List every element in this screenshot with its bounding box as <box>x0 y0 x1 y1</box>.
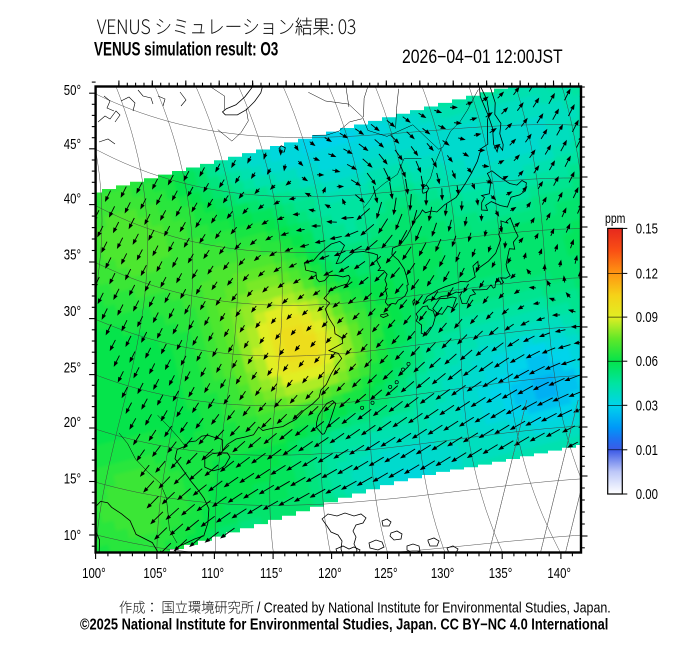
svg-text:0.01: 0.01 <box>636 441 658 458</box>
svg-text:45°: 45° <box>64 136 81 153</box>
svg-text:125°: 125° <box>374 565 398 582</box>
svg-text:140°: 140° <box>547 565 571 582</box>
svg-text:0.09: 0.09 <box>636 309 658 326</box>
svg-text:0.06: 0.06 <box>636 353 658 370</box>
svg-text:0.00: 0.00 <box>636 486 658 503</box>
svg-text:115°: 115° <box>260 565 283 582</box>
svg-text:10°: 10° <box>64 527 81 544</box>
svg-text:110°: 110° <box>201 565 224 582</box>
svg-text:0.15: 0.15 <box>636 220 658 237</box>
svg-text:105°: 105° <box>143 565 167 582</box>
svg-text:30°: 30° <box>64 302 81 319</box>
svg-text:15°: 15° <box>64 470 81 487</box>
svg-text:100°: 100° <box>82 565 106 582</box>
svg-text:135°: 135° <box>489 565 513 582</box>
svg-text:35°: 35° <box>64 246 81 263</box>
svg-text:ppm: ppm <box>605 211 625 227</box>
svg-text:40°: 40° <box>64 190 81 207</box>
svg-text:VENUS simulation result: O3: VENUS simulation result: O3 <box>94 40 278 61</box>
svg-text:2026−04−01 12:00JST: 2026−04−01 12:00JST <box>402 45 563 67</box>
svg-text:130°: 130° <box>431 565 455 582</box>
svg-text:25°: 25° <box>64 359 81 376</box>
svg-text:/ Created by National Institut: / Created by National Institute for Envi… <box>257 599 611 615</box>
svg-text:0.03: 0.03 <box>636 397 658 414</box>
svg-text:50°: 50° <box>64 82 81 99</box>
svg-text:20°: 20° <box>64 414 81 431</box>
svg-text:©2025 National Institute for E: ©2025 National Institute for Environment… <box>80 615 608 632</box>
svg-text:0.12: 0.12 <box>636 265 658 282</box>
svg-text:120°: 120° <box>318 565 342 582</box>
